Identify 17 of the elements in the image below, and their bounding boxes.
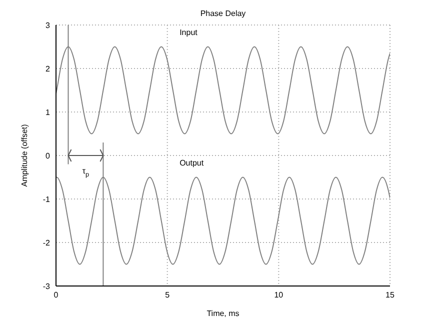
- x-tick-label: 0: [54, 290, 59, 300]
- annotation: τ$_{p}$: [82, 166, 90, 179]
- y-tick-label: -1: [42, 194, 51, 204]
- x-tick-label: 10: [274, 290, 284, 300]
- chart-title: Phase Delay: [200, 9, 246, 18]
- y-tick-label: 1: [46, 108, 51, 117]
- x-tick-label: 15: [386, 290, 395, 300]
- y-axis-title: Amplitude (offset): [20, 124, 29, 187]
- y-tick-label: -2: [42, 238, 51, 248]
- x-axis-title: Time, ms: [206, 309, 240, 318]
- series-label: Input: [180, 28, 198, 37]
- series-label: Output: [180, 158, 204, 168]
- y-tick-label: 0: [46, 151, 51, 160]
- y-tick-label: -3: [42, 282, 51, 291]
- x-tick-label: 5: [165, 290, 170, 300]
- y-tick-label: 3: [46, 20, 51, 30]
- y-tick-label: 2: [46, 64, 51, 74]
